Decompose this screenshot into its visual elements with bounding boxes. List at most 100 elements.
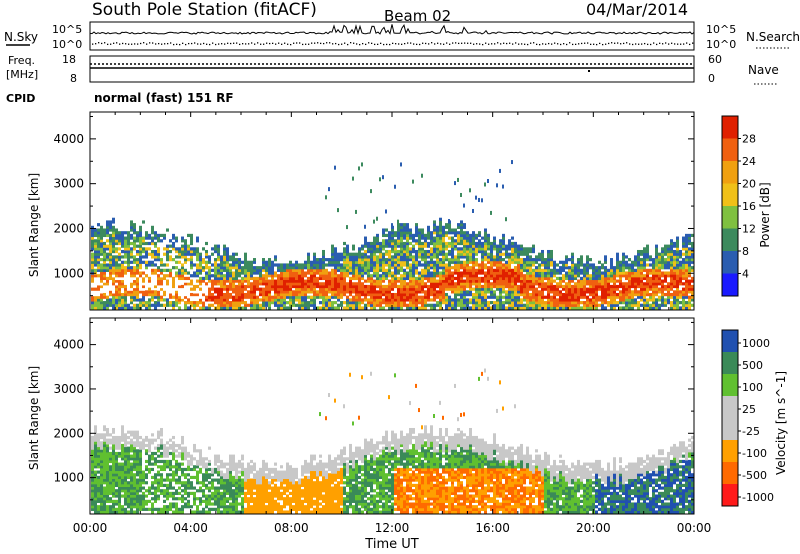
noise-search-dot [569, 42, 570, 43]
power-cell [460, 247, 463, 250]
power-cell [544, 301, 547, 304]
power-cell [325, 269, 328, 272]
power-cell [409, 247, 412, 250]
power-cell [196, 237, 199, 240]
power-cell [451, 271, 454, 274]
noise-search-dot [266, 43, 267, 44]
power-cell [427, 242, 430, 245]
velocity-cell [115, 436, 118, 439]
noise-sky-trace [90, 24, 694, 34]
power-cell [529, 255, 532, 258]
noise-search-dot [407, 42, 408, 43]
noise-search-dot [344, 43, 345, 44]
noise-panel: N.Sky 10^5 10^0 10^5 10^0 N.Search [4, 22, 800, 51]
noise-search-dot [488, 44, 489, 45]
power-cell [556, 282, 559, 285]
power-cell [502, 301, 505, 304]
power-cell [388, 231, 391, 234]
power-cell [202, 290, 205, 293]
power-cell [421, 269, 424, 272]
power-cell [391, 223, 393, 227]
power-cell [214, 296, 217, 299]
power-cell [424, 250, 427, 253]
power-cell [364, 280, 367, 283]
noise-search-dot [500, 43, 501, 44]
power-cell [94, 239, 97, 242]
power-cell [478, 277, 481, 280]
power-cell [637, 250, 640, 253]
noise-search-dot [563, 43, 564, 44]
noise-search-dot [359, 44, 360, 45]
noise-search-dot [281, 44, 282, 45]
power-cell [349, 298, 352, 301]
power-cell [187, 277, 190, 280]
power-cell [151, 290, 154, 293]
power-cell [211, 269, 214, 272]
power-cell [682, 288, 685, 291]
power-cell [511, 237, 514, 240]
power-cell [163, 247, 166, 250]
noise-search-dot [290, 44, 291, 45]
power-cell [205, 271, 208, 274]
noise-search-trace [92, 42, 693, 45]
power-cell [124, 285, 127, 288]
power-cell [124, 261, 127, 264]
noise-search-dot [581, 43, 582, 44]
power-cell [418, 296, 421, 299]
power-cell [646, 263, 649, 266]
power-cell [193, 271, 196, 274]
noise-search-dot [470, 43, 471, 44]
power-cell [604, 266, 607, 269]
noise-search-dot [221, 43, 222, 44]
power-cell [175, 266, 178, 269]
date-label: 04/Mar/2014 [586, 0, 688, 19]
power-cell [199, 288, 202, 291]
power-cell [106, 220, 109, 223]
noise-sky-line [90, 24, 694, 34]
power-cell [130, 242, 133, 245]
power-cell [583, 263, 586, 266]
power-cell [367, 298, 370, 301]
noise-search-dot [146, 43, 147, 44]
power-cell [199, 306, 202, 309]
power-cell [679, 306, 682, 309]
power-cell [166, 228, 169, 231]
noise-search-dot [632, 44, 633, 45]
power-cell [187, 298, 190, 301]
noise-search-dot [269, 43, 270, 44]
power-cell [562, 285, 565, 288]
power-cell [193, 285, 196, 288]
power-cell [664, 258, 667, 261]
power-cell [199, 253, 202, 256]
velocity-cell [145, 508, 148, 511]
power-cell [205, 242, 208, 245]
power-cell [490, 282, 493, 285]
power-cell [556, 263, 559, 266]
power-cell [238, 258, 241, 261]
power-cell [580, 301, 583, 304]
power-cell [187, 245, 190, 248]
power-cell [469, 298, 472, 301]
power-cell [190, 247, 193, 250]
power-cell [484, 263, 487, 266]
power-cell [538, 253, 541, 256]
noise-search-dot [635, 43, 636, 44]
power-cell [103, 228, 106, 231]
power-cell [337, 253, 340, 256]
power-cell [439, 271, 442, 274]
noise-search-dot [371, 43, 372, 44]
noise-search-dot [347, 44, 348, 45]
power-cell [250, 261, 253, 264]
power-cell [91, 288, 94, 291]
power-cell [673, 290, 676, 293]
noise-search-dot [677, 44, 678, 45]
power-cell [394, 185, 396, 189]
power-cell [622, 306, 625, 309]
power-cell [184, 239, 187, 242]
freq-tick-top: 18 [62, 53, 76, 66]
noise-search-dot [614, 43, 615, 44]
velocity-cell [145, 481, 148, 484]
power-cell [481, 285, 484, 288]
power-cell [196, 280, 199, 283]
power-cell [658, 253, 661, 256]
